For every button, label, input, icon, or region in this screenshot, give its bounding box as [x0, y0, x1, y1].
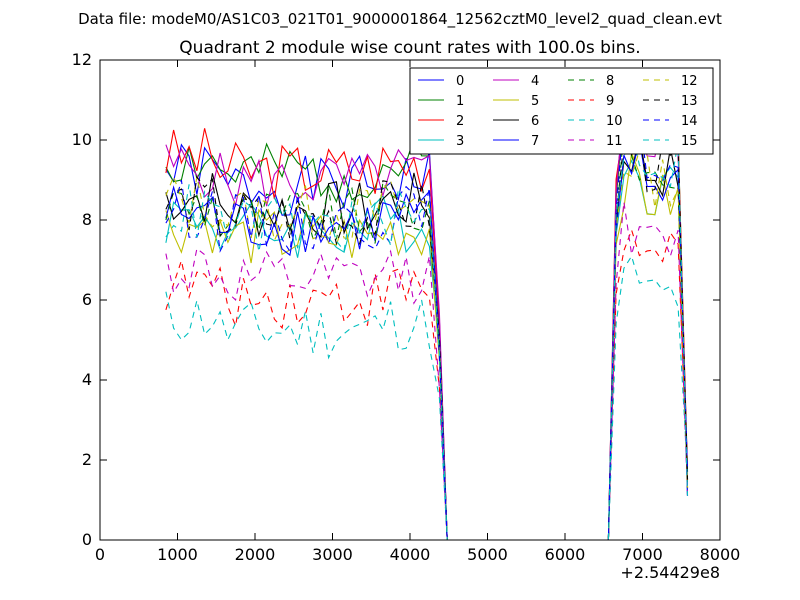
x-tick-label: 0: [95, 545, 105, 564]
legend-label-0: 0: [456, 74, 464, 89]
legend-label-9: 9: [606, 94, 614, 109]
x-tick-label: 4000: [390, 545, 431, 564]
series-line-9: [165, 228, 689, 541]
chart-title: Quadrant 2 module wise count rates with …: [179, 38, 640, 58]
legend-label-13: 13: [681, 94, 698, 109]
x-tick-label: 3000: [312, 545, 353, 564]
y-tick-label: 8: [82, 210, 92, 229]
legend-label-15: 15: [681, 134, 698, 149]
series-line-10: [165, 254, 689, 541]
x-tick-label: 7000: [622, 545, 663, 564]
legend-label-10: 10: [606, 114, 623, 129]
legend-box: [409, 67, 714, 155]
legend-label-11: 11: [606, 134, 623, 149]
x-offset-label: +2.54429e8: [620, 563, 720, 582]
y-tick-label: 6: [82, 290, 92, 309]
legend-label-2: 2: [456, 114, 464, 129]
legend-label-1: 1: [456, 94, 464, 109]
y-tick-label: 4: [82, 370, 92, 389]
x-tick-label: 1000: [157, 545, 198, 564]
x-tick-label: 8000: [700, 545, 741, 564]
y-tick-label: 0: [82, 530, 92, 549]
y-tick-label: 12: [72, 50, 92, 69]
legend-label-5: 5: [531, 94, 539, 109]
legend-label-8: 8: [606, 74, 614, 89]
x-tick-label: 2000: [235, 545, 276, 564]
series-line-14: [165, 113, 689, 541]
legend-label-3: 3: [456, 134, 464, 149]
x-tick-label: 5000: [467, 545, 508, 564]
figure-suptitle: Data file: modeM0/AS1C03_021T01_90000018…: [78, 10, 722, 29]
series-layer: [165, 87, 689, 541]
series-line-11: [165, 201, 689, 541]
y-tick-label: 2: [82, 450, 92, 469]
x-tick-label: 6000: [545, 545, 586, 564]
axes-layer: 0 1000 2000 3000 4000 5000 6000 7000 80000246810…: [72, 50, 741, 564]
y-tick-label: 10: [72, 130, 92, 149]
legend-label-14: 14: [681, 114, 698, 129]
legend-label-7: 7: [531, 134, 539, 149]
legend-label-12: 12: [681, 74, 698, 89]
legend-label-6: 6: [531, 114, 539, 129]
legend-label-4: 4: [531, 74, 539, 89]
